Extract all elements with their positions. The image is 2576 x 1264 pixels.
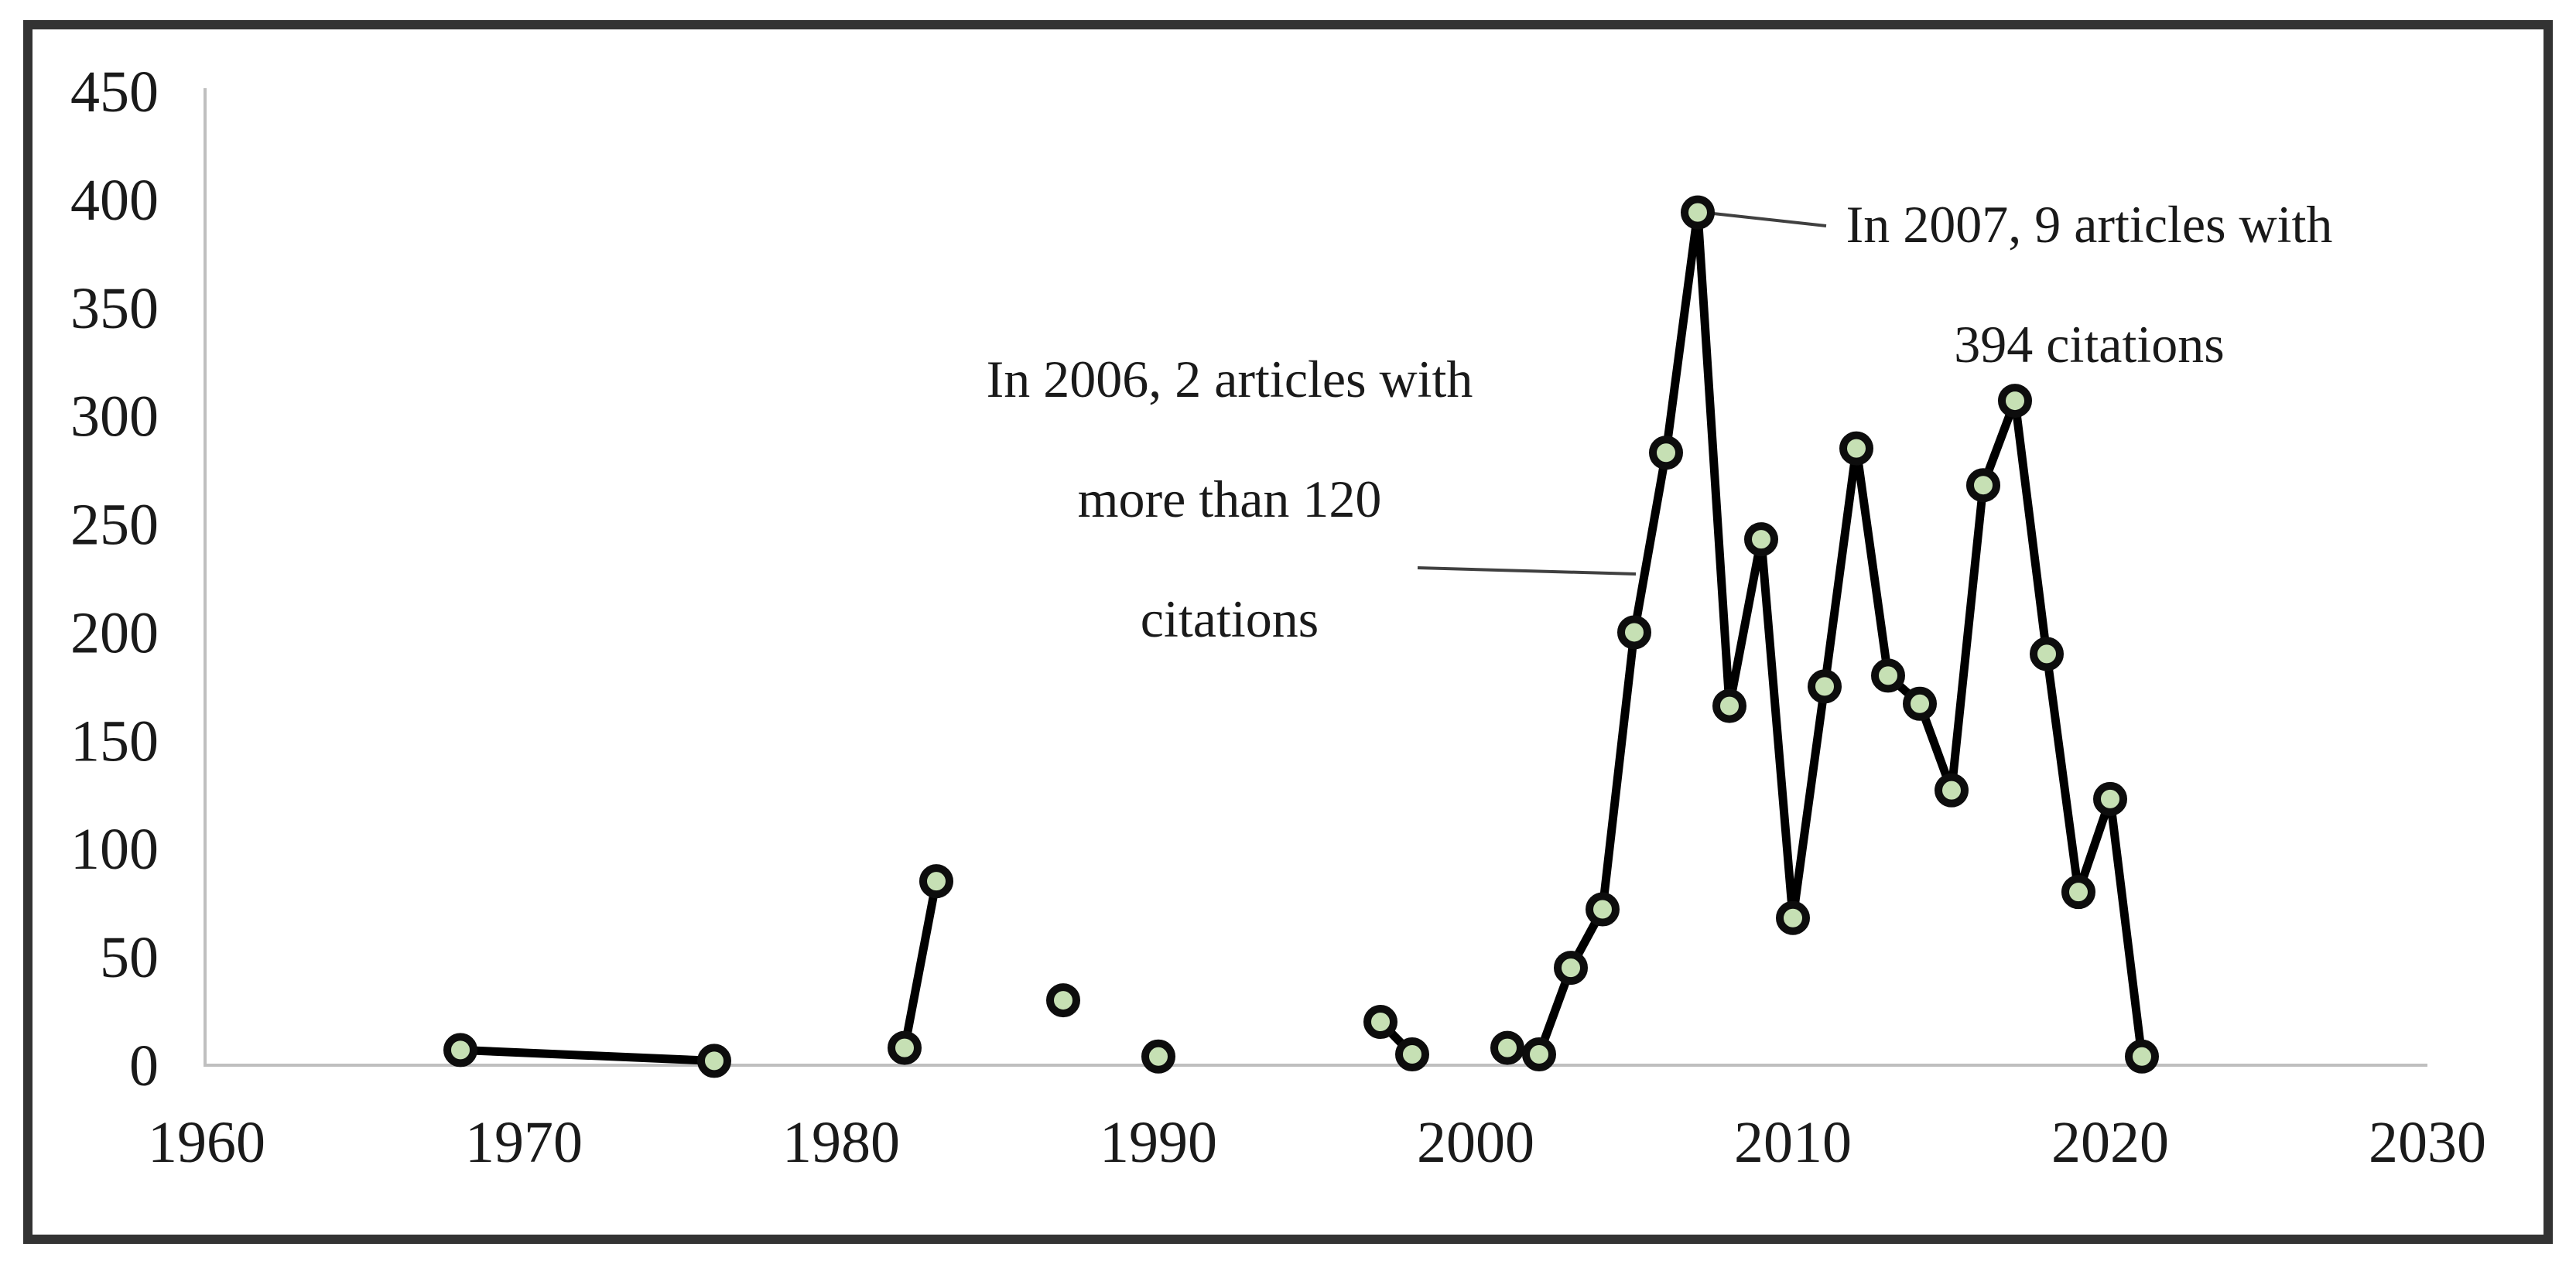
y-tick-label-150: 150	[70, 709, 159, 774]
y-tick-label-400: 400	[70, 168, 159, 233]
data-point-1990	[1141, 1039, 1175, 1074]
y-tick-label-50: 50	[100, 925, 159, 990]
annotation-2006: In 2006, 2 articles with more than 120 c…	[987, 319, 1473, 679]
data-point-1976	[697, 1044, 731, 1078]
segment-1982-1983-line	[900, 876, 941, 1053]
data-point-1968	[443, 1033, 477, 1068]
data-series	[443, 195, 2159, 1078]
data-point-2020	[2093, 781, 2127, 816]
x-tick-label-2020: 2020	[2051, 1110, 2169, 1175]
annotation-2006-line-2: more than 120	[1077, 470, 1382, 528]
data-point-2012	[1839, 431, 1873, 466]
annotation-2006-line-3: citations	[1140, 589, 1319, 648]
x-tick-label-2000: 2000	[1417, 1110, 1534, 1175]
data-point-2014	[1903, 686, 1937, 721]
x-tick-label-2030: 2030	[2369, 1110, 2486, 1175]
annotation-2007-line-1: In 2007, 9 articles with	[1846, 195, 2333, 254]
data-point-2008	[1712, 688, 1746, 723]
data-point-2017	[1998, 384, 2032, 418]
axis-tick-labels: 0 50 100 150 200 250 300 350 400 450 1960 1970 1980 1…	[70, 60, 2486, 1175]
y-tick-label-350: 350	[70, 276, 159, 341]
data-point-1983	[919, 864, 953, 899]
y-tick-label-200: 200	[70, 600, 159, 665]
x-tick-label-1970: 1970	[465, 1110, 583, 1175]
data-point-2010	[1776, 900, 1810, 935]
data-point-2002	[1522, 1037, 1556, 1072]
data-point-2003	[1554, 951, 1588, 986]
data-point-2006	[1649, 436, 1683, 470]
y-tick-label-100: 100	[70, 817, 159, 882]
y-tick-label-300: 300	[70, 384, 159, 449]
annotation-2006-leader-line	[1417, 566, 1637, 576]
x-tick-label-1960: 1960	[148, 1110, 265, 1175]
x-tick-label-2010: 2010	[1734, 1110, 1852, 1175]
data-point-2016	[1966, 468, 2000, 503]
data-point-2018	[2030, 637, 2064, 671]
data-point-1987	[1046, 983, 1080, 1018]
y-tick-label-0: 0	[129, 1033, 159, 1098]
annotation-2007-leader-line	[1712, 212, 1827, 227]
data-point-1998	[1395, 1037, 1429, 1072]
data-point-2007	[1681, 195, 1715, 230]
data-point-2009	[1744, 522, 1778, 557]
x-tick-label-1990: 1990	[1100, 1110, 1217, 1175]
data-point-2004	[1586, 892, 1620, 927]
data-point-1982	[888, 1030, 922, 1065]
annotation-2006-line-1: In 2006, 2 articles with	[986, 350, 1473, 408]
segment-1968-1976-line	[456, 1045, 719, 1065]
data-point-2021	[2125, 1039, 2159, 1074]
y-tick-label-250: 250	[70, 493, 159, 558]
annotation-2007-line-2: 394 citations	[1954, 315, 2225, 374]
data-point-2015	[1935, 773, 1969, 808]
annotation-leader-lines	[1417, 212, 1827, 576]
data-point-2005	[1617, 615, 1651, 650]
data-point-2019	[2061, 875, 2095, 910]
x-tick-label-1980: 1980	[782, 1110, 900, 1175]
axes	[204, 87, 2427, 1067]
y-tick-label-450: 450	[70, 60, 159, 125]
data-point-2011	[1808, 669, 1842, 704]
data-point-2013	[1871, 658, 1905, 693]
annotation-2007: In 2007, 9 articles with 394 citations	[1846, 165, 2333, 405]
data-point-2001	[1490, 1030, 1524, 1065]
data-point-1997	[1363, 1005, 1397, 1040]
